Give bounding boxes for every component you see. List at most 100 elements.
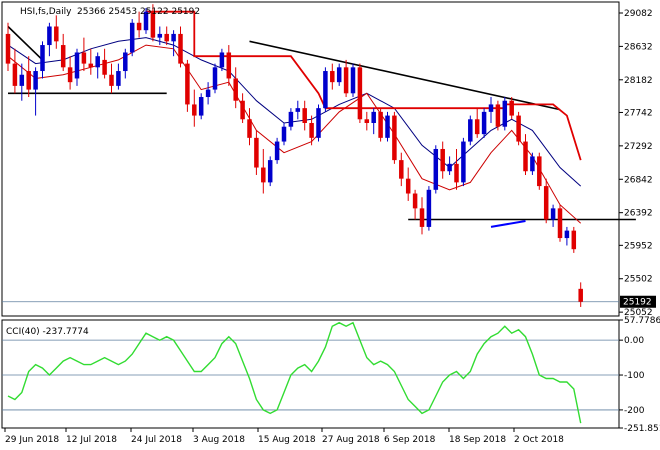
candle-body — [54, 26, 59, 42]
candle-body — [143, 11, 149, 31]
candle-body — [33, 71, 38, 90]
candle-body — [26, 71, 31, 90]
candle-body — [254, 137, 259, 168]
candle-body — [343, 67, 349, 94]
candle-body — [60, 45, 66, 68]
date-tick-label: 15 Aug 2018 — [258, 435, 316, 445]
symbol-label: HSI,fs,Daily — [20, 7, 72, 17]
price-tick-label: 25052 — [624, 308, 653, 318]
candle-body — [357, 67, 363, 120]
candle-body — [564, 230, 570, 239]
date-tick-label: 27 Aug 2018 — [322, 435, 380, 445]
candle-body — [247, 119, 252, 138]
candle-body — [578, 288, 583, 302]
candle-body — [571, 230, 577, 250]
cci-tick-label: -200 — [624, 406, 645, 416]
cci-tick-label: -251.851 — [624, 424, 660, 434]
date-tick-label: 2 Oct 2018 — [514, 435, 564, 445]
candle-body — [281, 126, 287, 142]
candle-body — [468, 119, 473, 142]
candle-body — [523, 141, 528, 172]
last-price-label: 25192 — [623, 298, 652, 308]
candle-body — [309, 122, 314, 138]
candle-body — [129, 22, 135, 53]
candle-body — [136, 22, 142, 31]
date-tick-label: 29 Jun 2018 — [5, 435, 59, 445]
candle-body — [40, 45, 45, 72]
candle-body — [164, 33, 169, 42]
candle-body — [19, 74, 25, 86]
blue-marker-line — [490, 220, 526, 228]
candle-body — [495, 104, 501, 127]
ohlc-values: 25366 25453 25122 25192 — [77, 7, 200, 17]
candle-body — [288, 111, 294, 127]
candle-body — [12, 63, 18, 86]
cci-line — [7, 321, 582, 424]
candle-body — [405, 178, 411, 194]
cci-panel — [1, 319, 620, 429]
candle-body — [5, 33, 11, 64]
candle-body — [350, 67, 356, 94]
candle-body — [447, 163, 452, 172]
candle-body — [116, 71, 121, 86]
candle-body — [198, 97, 204, 116]
candle-body — [502, 100, 508, 127]
candle-body — [364, 119, 370, 123]
cci-tick-label: 0.00 — [624, 336, 644, 346]
cci-series — [7, 321, 582, 424]
candle-body — [233, 78, 238, 101]
candle-body — [150, 11, 156, 38]
candle-body — [550, 208, 556, 220]
price-y-axis: 29082 28632 28182 27742 27292 26842 26392 25952… — [619, 9, 656, 318]
price-tick-label: 27742 — [624, 108, 653, 118]
candle-body — [95, 56, 100, 68]
candle-body — [102, 59, 107, 75]
candle-body — [74, 52, 80, 79]
steep-trendline — [7, 25, 44, 61]
price-tick-label: 25502 — [624, 275, 653, 285]
candle-body — [267, 160, 273, 183]
candlestick-series — [5, 4, 583, 307]
candle-body — [426, 189, 432, 227]
date-axis: 29 Jun 2018 12 Jul 2018 24 Jul 2018 3 Aug 2… — [4, 428, 564, 445]
price-tick-label: 28632 — [624, 42, 653, 52]
cci-tick-label: 57.7786 — [624, 316, 660, 326]
candle-body — [109, 74, 114, 86]
candle-body — [371, 111, 376, 123]
candle-body — [440, 148, 445, 172]
candle-body — [123, 52, 128, 72]
candle-body — [530, 156, 535, 172]
candle-body — [171, 33, 176, 42]
candle-body — [419, 208, 425, 227]
candle-body — [178, 33, 183, 64]
candle-body — [185, 63, 190, 105]
candle-body — [47, 26, 52, 46]
candle-body — [399, 160, 404, 179]
candle-body — [219, 52, 225, 68]
date-tick-label: 12 Jul 2018 — [66, 435, 117, 445]
price-tick-label: 29082 — [624, 9, 653, 19]
date-tick-label: 6 Sep 2018 — [384, 435, 436, 445]
candle-body — [302, 108, 307, 123]
candle-body — [412, 193, 418, 209]
candle-body — [474, 119, 480, 135]
candle-body — [433, 148, 439, 190]
candle-body — [88, 63, 94, 68]
stop-line — [146, 10, 582, 161]
cci-title: CCI(40) -237.7774 — [6, 327, 89, 337]
candle-body — [192, 104, 197, 116]
candle-body — [537, 156, 542, 187]
candle-body — [543, 186, 549, 220]
candle-body — [330, 71, 335, 83]
candle-body — [385, 115, 390, 138]
candle-body — [323, 71, 328, 109]
candle-body — [295, 108, 301, 112]
candle-body — [157, 33, 163, 38]
candle-body — [454, 163, 459, 183]
candle-body — [67, 67, 73, 83]
candle-body — [205, 89, 211, 98]
candle-body — [81, 52, 87, 64]
candle-body — [557, 208, 563, 239]
candle-body — [488, 104, 494, 112]
